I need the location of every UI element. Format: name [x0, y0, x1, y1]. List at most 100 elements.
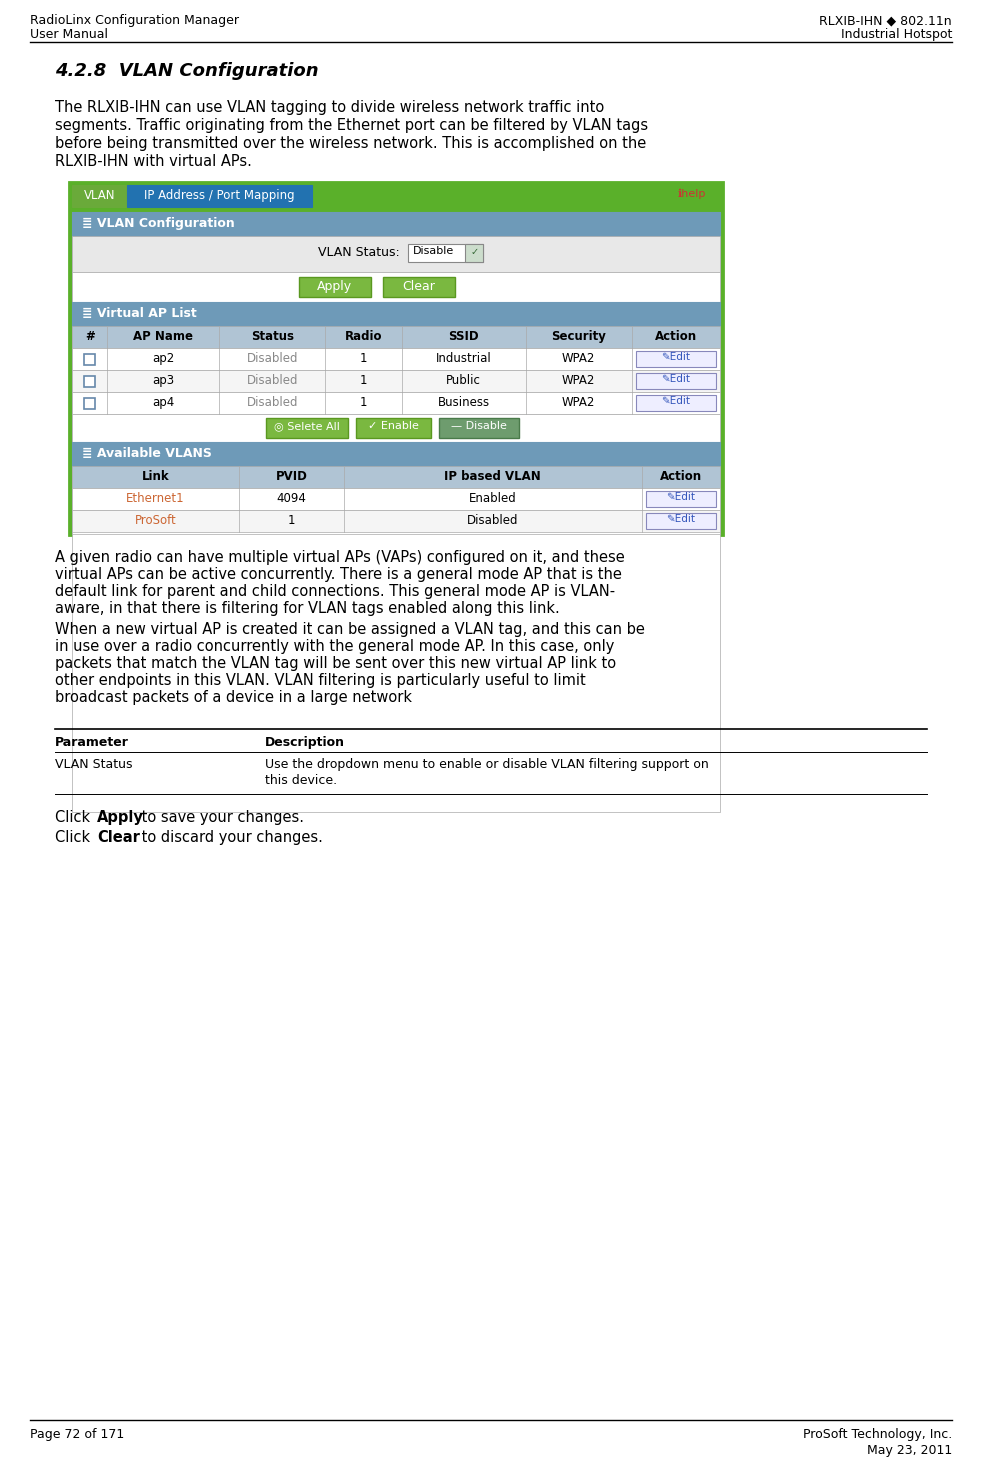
Bar	[72, 237, 720, 272]
Text: When a new virtual AP is created it can be assigned a VLAN tag, and this can be: When a new virtual AP is created it can …	[55, 621, 645, 638]
Text: default link for parent and child connections. This general mode AP is VLAN-: default link for parent and child connec…	[55, 585, 615, 599]
Text: Clear: Clear	[97, 830, 139, 845]
Text: before being transmitted over the wireless network. This is accomplished on the: before being transmitted over the wirele…	[55, 137, 646, 151]
Bar	[645, 513, 716, 529]
Bar	[439, 419, 519, 438]
Text: SSID: SSID	[449, 331, 479, 342]
Text: ✎Edit: ✎Edit	[661, 375, 690, 383]
Text: RLXIB-IHN with virtual APs.: RLXIB-IHN with virtual APs.	[55, 154, 251, 169]
Text: RadioLinx Configuration Manager: RadioLinx Configuration Manager	[30, 15, 239, 26]
Bar	[383, 278, 455, 297]
Text: Action: Action	[660, 470, 702, 483]
Text: broadcast packets of a device in a large network: broadcast packets of a device in a large…	[55, 690, 412, 705]
Bar	[69, 182, 723, 535]
Text: Disabled: Disabled	[246, 353, 299, 364]
Text: Business: Business	[438, 397, 490, 408]
Text: IP Address / Port Mapping: IP Address / Port Mapping	[144, 190, 295, 203]
Text: ProSoft Technology, Inc.: ProSoft Technology, Inc.	[802, 1428, 952, 1441]
Bar	[72, 488, 720, 510]
Text: Click: Click	[55, 830, 94, 845]
Text: AP Name: AP Name	[134, 331, 193, 342]
Bar	[84, 398, 95, 408]
Text: RLXIB-IHN ◆ 802.11n: RLXIB-IHN ◆ 802.11n	[819, 15, 952, 26]
Text: 1: 1	[359, 397, 367, 408]
Bar	[465, 244, 483, 261]
Text: aware, in that there is filtering for VLAN tags enabled along this link.: aware, in that there is filtering for VL…	[55, 601, 560, 616]
Text: ✓ Enable: ✓ Enable	[368, 422, 419, 430]
Bar	[72, 370, 720, 392]
Text: Parameter: Parameter	[55, 736, 129, 749]
Bar	[72, 466, 720, 488]
Text: to discard your changes.: to discard your changes.	[137, 830, 323, 845]
Text: ≣ Virtual AP List: ≣ Virtual AP List	[82, 307, 196, 320]
Bar	[72, 212, 720, 535]
Bar	[72, 442, 720, 466]
Text: 1: 1	[359, 353, 367, 364]
Bar	[72, 414, 720, 442]
Text: ✎Edit: ✎Edit	[661, 353, 690, 361]
Bar	[266, 419, 349, 438]
Text: VLAN Status:: VLAN Status:	[318, 245, 400, 259]
Bar	[84, 354, 95, 364]
Text: 4094: 4094	[277, 492, 306, 505]
Text: packets that match the VLAN tag will be sent over this new virtual AP link to: packets that match the VLAN tag will be …	[55, 657, 616, 671]
Text: ap2: ap2	[152, 353, 175, 364]
Text: WPA2: WPA2	[562, 353, 595, 364]
Text: Apply: Apply	[97, 809, 144, 826]
Bar	[72, 348, 720, 370]
Text: ✓: ✓	[470, 247, 478, 257]
Text: Clear: Clear	[403, 281, 435, 292]
Text: Page 72 of 171: Page 72 of 171	[30, 1428, 125, 1441]
Bar	[409, 244, 483, 261]
Text: ✎Edit: ✎Edit	[667, 492, 695, 502]
Bar	[72, 392, 720, 414]
Text: to save your changes.: to save your changes.	[137, 809, 304, 826]
Text: Industrial Hotspot: Industrial Hotspot	[841, 28, 952, 41]
Text: this device.: this device.	[265, 774, 337, 787]
Text: VLAN Status: VLAN Status	[55, 758, 133, 771]
Text: Radio: Radio	[345, 331, 382, 342]
Text: ap4: ap4	[152, 397, 175, 408]
Bar	[127, 185, 312, 207]
Text: 1: 1	[288, 514, 296, 527]
Bar	[72, 185, 127, 207]
Text: virtual APs can be active concurrently. There is a general mode AP that is the: virtual APs can be active concurrently. …	[55, 567, 622, 582]
Text: Industrial: Industrial	[436, 353, 492, 364]
Text: #: #	[84, 331, 94, 342]
Bar	[356, 419, 431, 438]
Text: Public: Public	[446, 375, 481, 386]
Text: in use over a radio concurrently with the general mode AP. In this case, only: in use over a radio concurrently with th…	[55, 639, 615, 654]
Text: other endpoints in this VLAN. VLAN filtering is particularly useful to limit: other endpoints in this VLAN. VLAN filte…	[55, 673, 585, 687]
Bar	[69, 182, 723, 212]
Bar	[84, 376, 95, 386]
Text: Disabled: Disabled	[466, 514, 518, 527]
Text: Ethernet1: Ethernet1	[127, 492, 185, 505]
Text: Disabled: Disabled	[246, 397, 299, 408]
Text: ap3: ap3	[152, 375, 175, 386]
Bar	[72, 326, 720, 348]
Text: ◎ Selete All: ◎ Selete All	[274, 422, 341, 430]
Text: ProSoft: ProSoft	[135, 514, 177, 527]
Text: Security: Security	[551, 331, 606, 342]
Bar	[299, 278, 371, 297]
Bar	[72, 510, 720, 532]
Text: IP based VLAN: IP based VLAN	[444, 470, 541, 483]
Text: Action: Action	[655, 331, 697, 342]
Text: 1: 1	[359, 375, 367, 386]
Text: — Disable: — Disable	[452, 422, 508, 430]
Text: Disable: Disable	[413, 245, 455, 256]
Bar	[72, 212, 720, 237]
Text: Use the dropdown menu to enable or disable VLAN filtering support on: Use the dropdown menu to enable or disab…	[265, 758, 709, 771]
Bar	[72, 212, 720, 812]
Text: segments. Traffic originating from the Ethernet port can be filtered by VLAN tag: segments. Traffic originating from the E…	[55, 118, 648, 134]
Text: Enabled: Enabled	[468, 492, 517, 505]
Bar	[72, 303, 720, 326]
Text: WPA2: WPA2	[562, 375, 595, 386]
Text: User Manual: User Manual	[30, 28, 108, 41]
Text: Disabled: Disabled	[246, 375, 299, 386]
Text: Apply: Apply	[317, 281, 353, 292]
Text: ✎Edit: ✎Edit	[667, 514, 695, 524]
Text: A given radio can have multiple virtual APs (VAPs) configured on it, and these: A given radio can have multiple virtual …	[55, 549, 625, 566]
Text: ≣ Available VLANS: ≣ Available VLANS	[82, 447, 212, 460]
Bar	[635, 351, 716, 367]
